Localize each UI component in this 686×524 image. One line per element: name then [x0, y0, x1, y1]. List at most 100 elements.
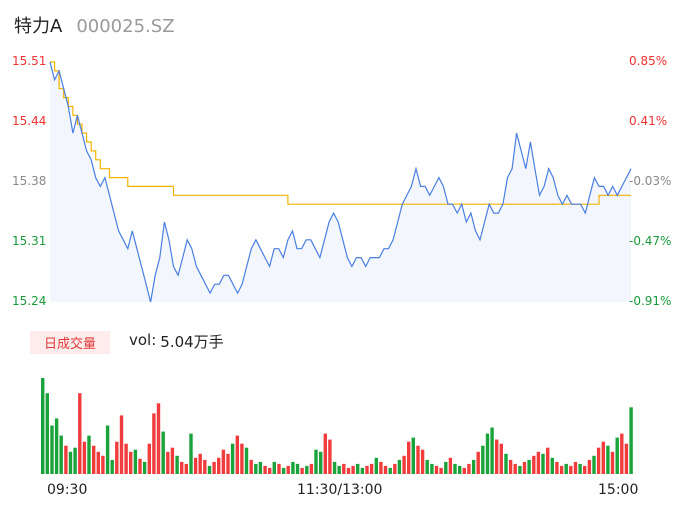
- volume-bar: [360, 467, 365, 474]
- volume-bar: [541, 453, 545, 474]
- volume-bar: [583, 465, 587, 474]
- avg-price-line: [50, 61, 631, 205]
- volume-bar: [569, 465, 573, 474]
- volume-bar: [226, 453, 230, 474]
- volume-bar: [411, 437, 415, 474]
- volume-bar: [578, 463, 582, 474]
- volume-bar: [101, 455, 105, 474]
- volume-bar: [124, 443, 128, 474]
- pct-tick-right: -0.47%: [629, 234, 672, 248]
- volume-bar: [152, 413, 156, 474]
- volume-bar: [110, 459, 114, 474]
- volume-bar: [439, 467, 443, 474]
- volume-bar: [235, 435, 239, 474]
- volume-bar: [550, 457, 554, 474]
- volume-bar: [180, 461, 184, 474]
- stock-header: 特力A 000025.SZ: [14, 12, 175, 40]
- volume-bar: [198, 453, 202, 474]
- volume-bar: [212, 461, 216, 474]
- volume-bar: [230, 443, 235, 474]
- volume-bar: [328, 439, 332, 474]
- volume-bar: [319, 451, 323, 474]
- volume-bar: [546, 447, 550, 474]
- volume-bar: [295, 463, 300, 474]
- pct-tick-right: -0.91%: [629, 294, 672, 308]
- volume-bar: [92, 445, 96, 474]
- volume-bar: [87, 435, 91, 474]
- volume-bar: [508, 459, 513, 474]
- volume-bar: [513, 463, 517, 474]
- volume-bar: [448, 457, 453, 474]
- volume-bar: [281, 467, 286, 474]
- volume-bar: [96, 451, 100, 474]
- volume-label: vol:: [129, 331, 157, 349]
- daily-volume-badge[interactable]: 日成交量: [30, 331, 110, 354]
- volume-bar: [258, 461, 263, 474]
- volume-bar: [416, 445, 420, 474]
- volume-bar: [555, 461, 559, 474]
- volume-bar: [522, 461, 527, 474]
- volume-bar: [388, 467, 392, 474]
- volume-bar: [351, 465, 355, 474]
- volume-bar: [175, 455, 179, 474]
- price-tick-left: 15.44: [12, 114, 47, 128]
- price-tick-left: 15.38: [12, 174, 47, 188]
- volume-bar: [379, 461, 383, 474]
- volume-bar: [115, 441, 119, 474]
- price-tick-left: 15.31: [12, 234, 47, 248]
- volume-bar: [64, 445, 68, 474]
- volume-bar: [365, 465, 369, 474]
- volume-bar: [476, 451, 480, 474]
- pct-tick-right: 0.85%: [629, 54, 668, 68]
- volume-bar: [485, 433, 490, 474]
- volume-bar: [383, 465, 388, 474]
- volume-bar: [527, 459, 531, 474]
- volume-bar: [217, 457, 221, 474]
- volume-bar: [189, 433, 193, 474]
- volume-bar: [393, 463, 397, 474]
- volume-bar: [504, 453, 508, 474]
- volume-bar: [291, 461, 295, 474]
- volume-bar: [610, 451, 615, 474]
- volume-bar: [430, 463, 434, 474]
- volume-bar: [402, 455, 406, 474]
- volume-bar: [105, 425, 110, 474]
- volume-bar: [54, 418, 59, 474]
- volume-bar: [161, 431, 165, 474]
- time-label-close: 15:00: [598, 482, 639, 498]
- volume-bar: [244, 447, 249, 474]
- time-label-mid: 11:30/13:00: [297, 482, 383, 498]
- volume-bar: [462, 467, 466, 474]
- volume-bar: [559, 465, 564, 474]
- volume-bar: [624, 443, 629, 474]
- volume-bar: [481, 445, 485, 474]
- volume-bar: [420, 449, 425, 474]
- price-tick-left: 15.24: [12, 294, 47, 308]
- volume-bar: [592, 455, 596, 474]
- volume-bar: [467, 463, 471, 474]
- volume-readout: vol: 5.04万手: [129, 331, 224, 352]
- volume-bar: [453, 463, 457, 474]
- volume-bar: [490, 427, 494, 474]
- volume-bar: [138, 458, 142, 474]
- volume-bar: [499, 443, 503, 474]
- time-label-open: 09:30: [47, 482, 88, 498]
- volume-bar: [249, 459, 253, 474]
- volume-bar: [425, 459, 429, 474]
- volume-bar: [119, 415, 124, 474]
- volume-bar: [601, 441, 605, 474]
- volume-bar: [300, 467, 304, 474]
- volume-bar: [596, 447, 601, 474]
- volume-bar: [305, 465, 309, 474]
- volume-bar: [518, 465, 522, 474]
- volume-bar: [397, 459, 402, 474]
- volume-bar: [193, 457, 198, 474]
- volume-bar: [240, 443, 244, 474]
- volume-bar: [434, 465, 439, 474]
- volume-bar: [207, 465, 212, 474]
- volume-bar: [50, 425, 54, 474]
- volume-bar: [369, 463, 374, 474]
- volume-bar: [356, 463, 360, 474]
- volume-bar: [536, 451, 541, 474]
